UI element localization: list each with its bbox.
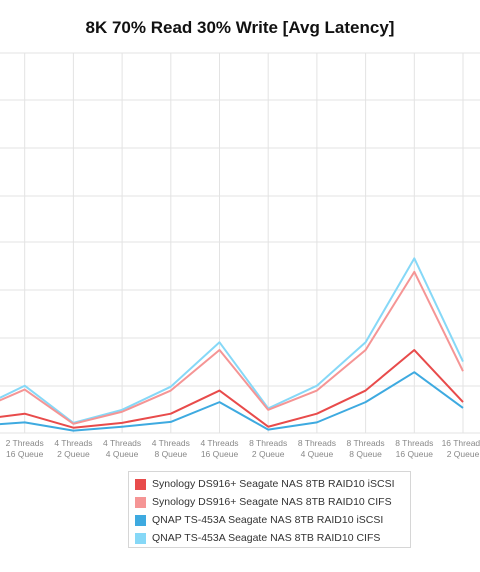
- x-tick-label: 2 Queue: [57, 449, 90, 459]
- legend-swatch: [135, 532, 146, 544]
- x-tick-label: 8 Threads: [395, 438, 433, 448]
- legend-item: QNAP TS-453A Seagate NAS 8TB RAID10 iSCS…: [135, 511, 404, 529]
- legend-item: Synology DS916+ Seagate NAS 8TB RAID10 i…: [135, 475, 404, 493]
- x-tick-label: 2 Queue: [252, 449, 285, 459]
- legend-item: QNAP TS-453A Seagate NAS 8TB RAID10 CIFS: [135, 529, 404, 547]
- legend-swatch: [135, 478, 146, 490]
- legend-label: Synology DS916+ Seagate NAS 8TB RAID10 C…: [152, 496, 392, 508]
- x-tick-label: 2 Queue: [447, 449, 480, 459]
- legend-swatch: [135, 514, 146, 526]
- x-tick-label: 2 Threads: [6, 438, 44, 448]
- legend-label: QNAP TS-453A Seagate NAS 8TB RAID10 iSCS…: [152, 514, 384, 526]
- x-tick-label: 8 Threads: [249, 438, 287, 448]
- x-tick-label: 4 Threads: [103, 438, 141, 448]
- legend-swatch: [135, 496, 146, 508]
- series-line-2: [0, 270, 464, 425]
- chart-legend: Synology DS916+ Seagate NAS 8TB RAID10 i…: [128, 471, 411, 548]
- x-tick-label: 8 Queue: [349, 449, 382, 459]
- legend-item: Synology DS916+ Seagate NAS 8TB RAID10 C…: [135, 493, 404, 511]
- series-line-1: [0, 349, 464, 429]
- x-tick-label: 4 Threads: [152, 438, 190, 448]
- x-tick-label: 16 Threads: [442, 438, 480, 448]
- x-tick-label: 4 Threads: [200, 438, 238, 448]
- x-tick-label: 16 Queue: [396, 449, 434, 459]
- x-tick-label: 4 Queue: [301, 449, 334, 459]
- legend-label: QNAP TS-453A Seagate NAS 8TB RAID10 CIFS: [152, 532, 381, 544]
- legend-label: Synology DS916+ Seagate NAS 8TB RAID10 i…: [152, 478, 395, 490]
- series-line-4: [0, 257, 464, 424]
- x-tick-label: 16 Queue: [6, 449, 44, 459]
- x-tick-label: 4 Queue: [106, 449, 139, 459]
- x-tick-label: 8 Threads: [298, 438, 336, 448]
- x-tick-label: 4 Threads: [54, 438, 92, 448]
- x-tick-label: 8 Queue: [154, 449, 187, 459]
- series-line-3: [0, 371, 464, 432]
- x-tick-label: 16 Queue: [201, 449, 239, 459]
- chart-title: 8K 70% Read 30% Write [Avg Latency]: [85, 18, 395, 37]
- x-tick-label: 8 Threads: [347, 438, 385, 448]
